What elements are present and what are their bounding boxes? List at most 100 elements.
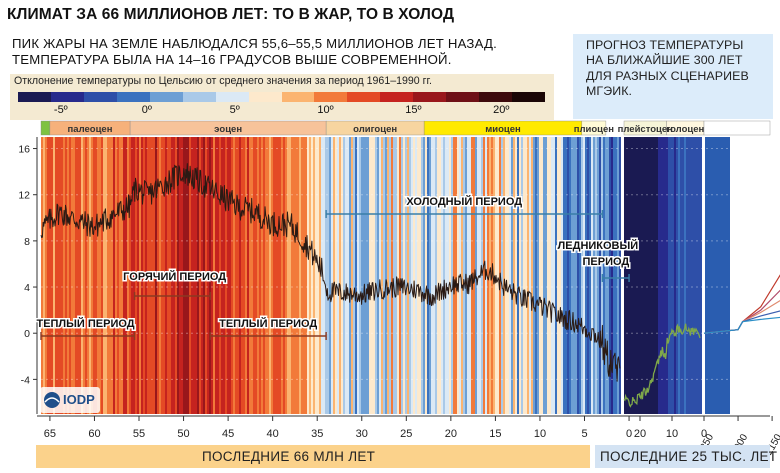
stripe	[391, 137, 394, 414]
forecast-text: ПРОГНОЗ ТЕМПЕРАТУРЫ НА БЛИЖАЙШИЕ 300 ЛЕТ…	[586, 38, 749, 100]
stripe	[129, 137, 132, 414]
forecast-line-1: ПРОГНОЗ ТЕМПЕРАТУРЫ	[586, 38, 744, 52]
stripe	[143, 137, 146, 414]
stripe	[353, 137, 356, 414]
x-tick-label: 25	[400, 428, 412, 440]
stripe	[453, 137, 456, 414]
stripe	[295, 137, 298, 414]
stripe	[644, 137, 647, 414]
stripe	[619, 137, 622, 414]
stripe	[593, 137, 596, 414]
stripe	[131, 137, 134, 414]
stripe	[69, 137, 72, 414]
stripe	[47, 137, 50, 414]
x-axis	[37, 415, 773, 421]
epoch-bar	[40, 120, 771, 136]
stripe	[393, 137, 396, 414]
stripe	[662, 137, 665, 414]
stripe	[531, 137, 534, 414]
stripe	[123, 137, 126, 414]
stripe	[507, 137, 510, 414]
stripe	[696, 137, 699, 414]
stripe	[183, 137, 186, 414]
stripe	[581, 137, 584, 414]
stripe	[363, 137, 366, 414]
stripes-66myr	[41, 137, 622, 414]
stripe	[577, 137, 580, 414]
stripe	[265, 137, 268, 414]
stripe	[151, 137, 154, 414]
color-scale-swatch	[116, 92, 150, 102]
stripe	[169, 137, 172, 414]
stripe	[411, 137, 414, 414]
stripe	[435, 137, 438, 414]
y-tick-label: 16	[18, 144, 30, 156]
stripe	[187, 137, 190, 414]
stripe	[555, 137, 558, 414]
page-title: КЛИМАТ ЗА 66 МИЛЛИОНОВ ЛЕТ: ТО В ЖАР, ТО…	[7, 6, 455, 23]
stripe	[103, 137, 106, 414]
stripe	[551, 137, 554, 414]
x-tick-label: 55	[133, 428, 145, 440]
stripe	[153, 137, 156, 414]
stripe	[501, 137, 504, 414]
stripe	[77, 137, 80, 414]
stripe	[640, 137, 643, 414]
stripe	[257, 137, 260, 414]
stripe	[163, 137, 166, 414]
stripe	[513, 137, 516, 414]
stripe	[670, 137, 673, 414]
stripe	[672, 137, 675, 414]
stripe	[646, 137, 649, 414]
color-scale-swatch	[446, 92, 480, 102]
stripe	[181, 137, 184, 414]
stripe	[99, 137, 102, 414]
stripe	[403, 137, 406, 414]
color-scale-tick-label: 20º	[493, 104, 510, 116]
stripe	[634, 137, 637, 414]
stripe	[597, 137, 600, 414]
stripe	[543, 137, 546, 414]
annotation-glacial-period-2: ПЕРИОД	[583, 256, 630, 268]
stripe	[325, 137, 328, 414]
stripe	[682, 137, 685, 414]
stripe	[469, 137, 472, 414]
stripe	[319, 137, 322, 414]
epoch-segment	[40, 120, 51, 136]
stripe	[309, 137, 312, 414]
period-span	[601, 274, 630, 282]
stripe	[93, 137, 96, 414]
stripe	[477, 137, 480, 414]
stripe	[91, 137, 94, 414]
stripe	[65, 137, 68, 414]
stripe	[137, 137, 140, 414]
stripe	[624, 137, 627, 414]
stripe	[213, 137, 216, 414]
stripe	[449, 137, 452, 414]
stripe	[335, 137, 338, 414]
stripe	[395, 137, 398, 414]
stripe	[95, 137, 98, 414]
stripes-forecast	[704, 137, 770, 414]
stripe	[373, 137, 376, 414]
forecast-line-4: МГЭИК.	[586, 84, 633, 99]
color-scale-swatch	[18, 92, 51, 102]
stripe	[227, 137, 230, 414]
stripe	[283, 137, 286, 414]
stripe	[161, 137, 164, 414]
temperature-curve-25kyr	[623, 323, 701, 408]
stripe	[41, 137, 44, 414]
stripe	[189, 137, 192, 414]
color-scale-caption: Отклонение температуры по Цельсию от сре…	[14, 75, 432, 87]
stripe	[203, 137, 206, 414]
x-tick-label: 50	[177, 428, 189, 440]
stripe	[377, 137, 380, 414]
stripe	[323, 137, 326, 414]
period-span	[40, 332, 136, 340]
stripe	[217, 137, 220, 414]
y-axis	[33, 137, 38, 414]
stripe	[201, 137, 204, 414]
stripe	[611, 137, 614, 414]
stripe	[371, 137, 374, 414]
stripe	[503, 137, 506, 414]
